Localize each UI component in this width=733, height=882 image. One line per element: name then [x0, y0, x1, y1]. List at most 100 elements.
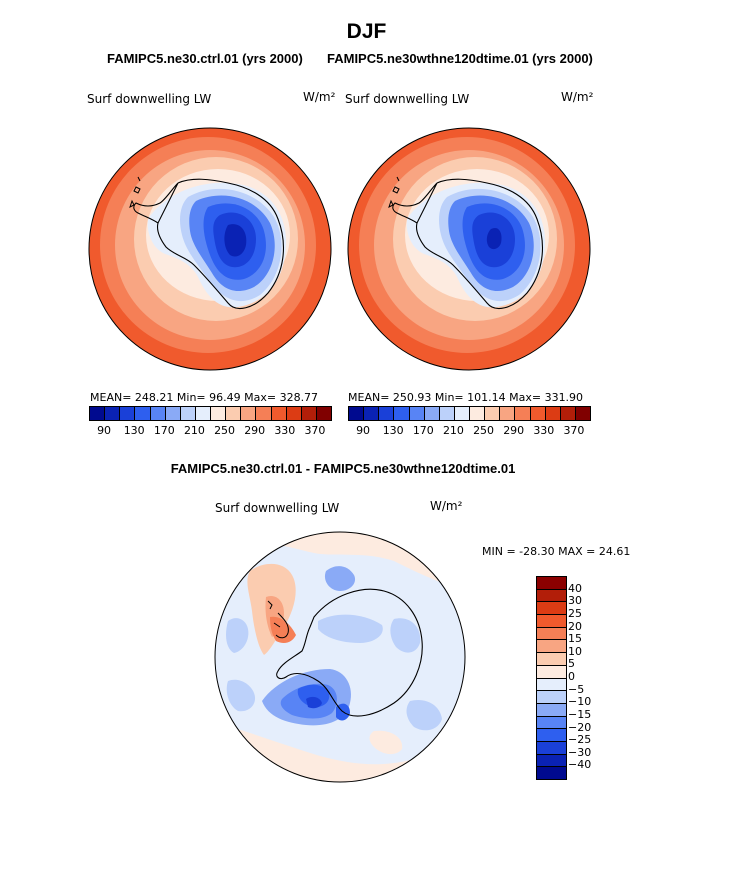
colorbar-tick-label: −15: [568, 707, 592, 721]
units-label-left: W/m²: [303, 90, 336, 104]
colorbar-swatch: [485, 407, 501, 420]
colorbar-swatch: [286, 407, 302, 420]
colorbar-tick-label: 250: [214, 424, 236, 437]
colorbar-difference-ticks: 40 30 25 20 15 10 5 0 −5 −10 −15 −20 −25 −30 −40: [568, 576, 608, 780]
colorbar-swatch: [537, 703, 566, 717]
colorbar-swatch: [271, 407, 287, 420]
colorbar-tick-label: 90: [356, 424, 371, 437]
colorbar-tick-label: 330: [274, 424, 296, 437]
colorbar-swatch: [364, 407, 380, 420]
colorbar-tick-label: 330: [533, 424, 555, 437]
colorbar-swatch: [537, 754, 566, 768]
colorbar-swatch: [409, 407, 425, 420]
colorbar-swatch: [537, 741, 566, 755]
map-left: [88, 127, 332, 371]
colorbar-swatch: [105, 407, 121, 420]
difference-title: FAMIPC5.ne30.ctrl.01 - FAMIPC5.ne30wthne…: [170, 461, 516, 476]
case-title-left: FAMIPC5.ne30.ctrl.01 (yrs 2000): [107, 51, 303, 66]
colorbar-tick-label: 290: [244, 424, 266, 437]
colorbar-swatch: [537, 767, 566, 779]
variable-label-right: Surf downwelling LW: [345, 92, 470, 106]
stats-right: MEAN= 250.93 Min= 101.14 Max= 331.90: [348, 391, 584, 404]
colorbar-left: [89, 406, 332, 421]
colorbar-tick-label: −25: [568, 733, 592, 747]
colorbar-difference: [536, 576, 567, 780]
colorbar-swatch: [439, 407, 455, 420]
colorbar-swatch: [394, 407, 410, 420]
colorbar-tick-label: 370: [304, 424, 326, 437]
colorbar-tick-label: −40: [568, 758, 592, 772]
colorbar-swatch: [241, 407, 257, 420]
map-right: [347, 127, 591, 371]
units-label-right: W/m²: [561, 90, 594, 104]
colorbar-swatch: [226, 407, 242, 420]
colorbar-swatch: [454, 407, 470, 420]
colorbar-swatch: [349, 407, 365, 420]
colorbar-swatch: [537, 602, 566, 616]
colorbar-tick-label: 25: [568, 606, 582, 620]
figure-title: DJF: [346, 20, 387, 43]
colorbar-swatch: [256, 407, 272, 420]
case-title-right: FAMIPC5.ne30wthne120dtime.01 (yrs 2000): [327, 51, 593, 66]
colorbar-swatch: [537, 589, 566, 603]
colorbar-swatch: [301, 407, 317, 420]
colorbar-swatch: [537, 665, 566, 679]
colorbar-swatch: [537, 653, 566, 666]
colorbar-swatch: [537, 627, 566, 641]
units-label-diff: W/m²: [430, 499, 463, 513]
colorbar-swatch: [135, 407, 151, 420]
colorbar-tick-label: −30: [568, 745, 592, 759]
colorbar-tick-label: 5: [568, 657, 575, 671]
colorbar-tick-label: 130: [123, 424, 145, 437]
colorbar-swatch: [575, 407, 590, 420]
colorbar-swatch: [537, 691, 566, 704]
colorbar-swatch: [537, 615, 566, 628]
colorbar-tick-label: 290: [503, 424, 525, 437]
colorbar-tick-label: 15: [568, 632, 582, 646]
colorbar-tick-label: 40: [568, 581, 582, 595]
colorbar-swatch: [537, 577, 566, 590]
colorbar-swatch: [150, 407, 166, 420]
colorbar-tick-label: 30: [568, 594, 582, 608]
colorbar-tick-label: −20: [568, 720, 592, 734]
colorbar-tick-label: 370: [563, 424, 585, 437]
colorbar-tick-label: 250: [473, 424, 495, 437]
colorbar-swatch: [90, 407, 106, 420]
colorbar-swatch: [537, 678, 566, 692]
colorbar-swatch: [211, 407, 227, 420]
colorbar-tick-label: 210: [442, 424, 464, 437]
colorbar-tick-label: 0: [568, 670, 575, 683]
variable-label-left: Surf downwelling LW: [87, 92, 212, 106]
colorbar-swatch: [316, 407, 331, 420]
colorbar-left-ticks: 90 130 170 210 250 290 330 370: [89, 424, 330, 438]
colorbar-tick-label: 170: [153, 424, 175, 437]
colorbar-swatch: [515, 407, 531, 420]
colorbar-tick-label: 90: [97, 424, 112, 437]
colorbar-swatch: [500, 407, 516, 420]
colorbar-swatch: [379, 407, 395, 420]
colorbar-swatch: [537, 729, 566, 742]
colorbar-right-ticks: 90 130 170 210 250 290 330 370: [348, 424, 589, 438]
stats-left: MEAN= 248.21 Min= 96.49 Max= 328.77: [90, 391, 319, 404]
colorbar-swatch: [530, 407, 546, 420]
colorbar-right: [348, 406, 591, 421]
variable-label-diff: Surf downwelling LW: [215, 501, 340, 515]
colorbar-swatch: [560, 407, 576, 420]
colorbar-tick-label: 20: [568, 619, 582, 633]
colorbar-tick-label: 170: [412, 424, 434, 437]
colorbar-swatch: [180, 407, 196, 420]
colorbar-swatch: [195, 407, 211, 420]
colorbar-swatch: [470, 407, 486, 420]
colorbar-swatch: [537, 716, 566, 730]
colorbar-tick-label: 210: [183, 424, 205, 437]
colorbar-swatch: [537, 640, 566, 654]
colorbar-tick-label: 10: [568, 644, 582, 658]
map-difference: [214, 531, 466, 783]
colorbar-swatch: [120, 407, 136, 420]
diff-minmax: MIN = -28.30 MAX = 24.61: [482, 545, 631, 558]
colorbar-swatch: [165, 407, 181, 420]
colorbar-tick-label: −10: [568, 695, 592, 709]
colorbar-tick-label: −5: [568, 682, 585, 696]
colorbar-tick-label: 130: [382, 424, 404, 437]
colorbar-swatch: [545, 407, 561, 420]
